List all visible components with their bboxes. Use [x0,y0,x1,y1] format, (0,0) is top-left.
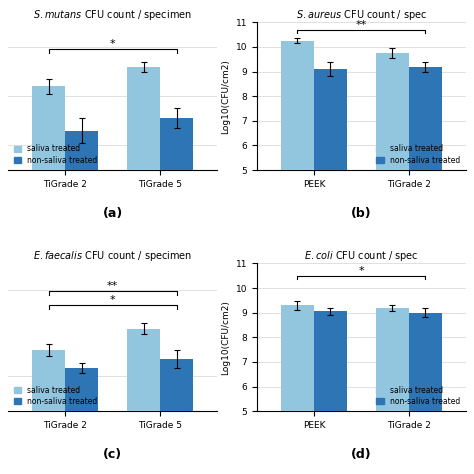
Text: **: ** [107,281,118,292]
Bar [281,305,314,474]
Text: *: * [110,39,116,49]
Text: (c): (c) [103,448,122,461]
Bar [160,118,193,441]
Bar [409,67,442,293]
Text: **: ** [356,20,367,30]
Bar [409,313,442,474]
Legend: saliva treated, non-saliva treated: saliva treated, non-saliva treated [375,143,462,166]
Title: $\mathit{S. mutans}$ CFU count / specimen: $\mathit{S. mutans}$ CFU count / specime… [33,9,192,22]
Bar [314,311,347,474]
Legend: saliva treated, non-saliva treated: saliva treated, non-saliva treated [375,384,462,407]
Bar [281,41,314,293]
Legend: saliva treated, non-saliva treated: saliva treated, non-saliva treated [12,143,99,166]
Text: (a): (a) [102,207,123,220]
Bar [32,86,65,441]
Bar [32,350,65,474]
Text: (d): (d) [351,448,372,461]
Bar [127,328,160,474]
Bar [65,131,99,441]
Title: $\mathit{E. faecalis}$ CFU count / specimen: $\mathit{E. faecalis}$ CFU count / speci… [33,249,192,264]
Bar [160,359,193,474]
Bar [375,53,409,293]
Y-axis label: Log10(CFU/cm2): Log10(CFU/cm2) [221,59,230,134]
Text: (b): (b) [351,207,372,220]
Title: $\mathit{S. aureus}$ CFU count / spec: $\mathit{S. aureus}$ CFU count / spec [296,9,427,22]
Bar [314,69,347,293]
Text: *: * [358,266,364,276]
Text: *: * [110,295,116,305]
Legend: saliva treated, non-saliva treated: saliva treated, non-saliva treated [12,384,99,407]
Bar [127,67,160,441]
Y-axis label: Log10(CFU/cm2): Log10(CFU/cm2) [221,300,230,375]
Title: $\mathit{E. coli}$ CFU count / spec: $\mathit{E. coli}$ CFU count / spec [304,249,419,264]
Bar [375,308,409,474]
Bar [65,368,99,474]
